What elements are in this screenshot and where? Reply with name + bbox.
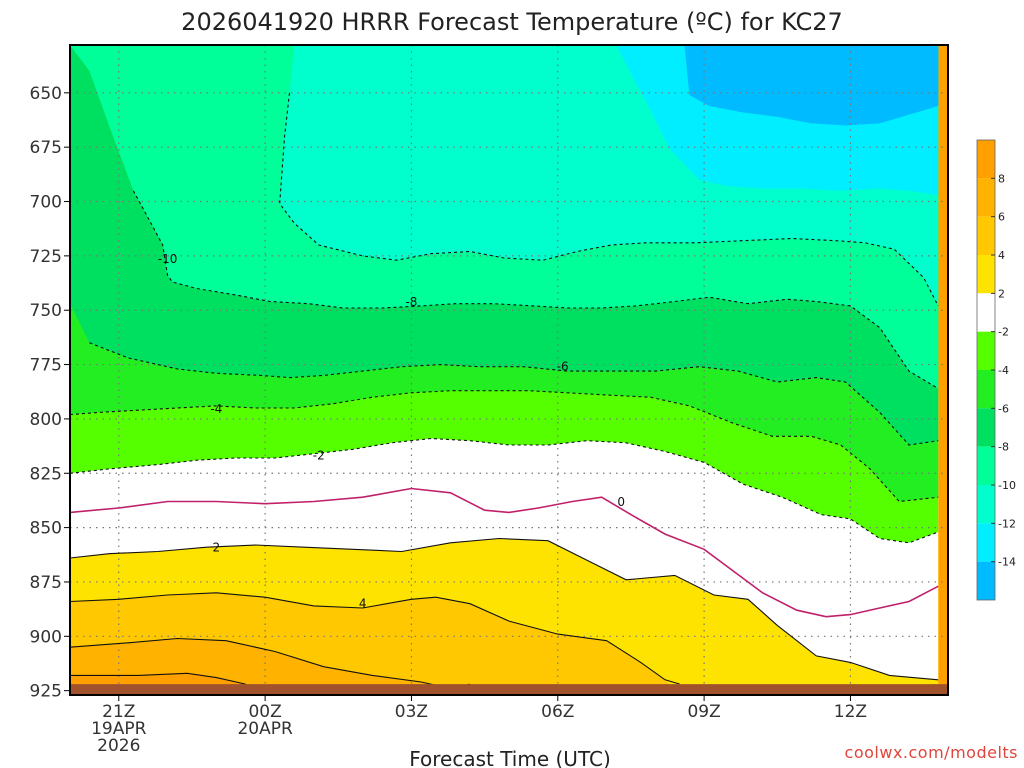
colorbar-band [977,331,995,370]
colorbar-band [977,408,995,447]
y-tick-label: 675 [30,138,62,158]
y-tick-label: 850 [30,519,62,539]
colorbar-band [977,446,995,485]
contour-label: -6 [557,360,569,374]
y-tick-label: 875 [30,573,62,593]
contour-label: -4 [210,402,222,416]
x-tick-label: 19APR [91,719,147,739]
y-tick-label: 725 [30,247,62,267]
colorbar: 8 6 4 2 -2 -4 -6 -8 -10 -12 -14 [976,139,1016,601]
colorbar-label: -8 [998,441,1009,454]
contour-label: -8 [405,295,417,309]
x-tick-label: 00Z [248,702,281,722]
contour-line-m6 [89,342,939,446]
colorbar-label: -6 [998,402,1009,415]
x-tick-label: 03Z [395,702,428,722]
temperature-fill-layers [70,45,948,695]
colorbar-label: 8 [998,172,1005,185]
colorbar-label: 2 [998,287,1005,300]
fill-region-m14 [684,45,939,126]
contour-line-m4 [70,390,939,503]
y-tick-label: 650 [30,84,62,104]
contour-label: 4 [359,596,367,610]
colorbar-band [977,370,995,409]
x-axis-label: Forecast Time (UTC) [409,747,611,768]
contour-line-m10 [279,92,939,307]
y-tick-label: 700 [30,193,62,213]
contour-line-8 [70,672,246,685]
colorbar-band [977,523,995,562]
colorbar-band [977,293,995,332]
colorbar-band [977,561,995,600]
contour-line-m8 [132,190,939,389]
plot-grid [70,45,948,695]
x-tick-label: 06Z [541,702,574,722]
x-tick-label: 12Z [834,702,867,722]
x-tick-label: 2026 [97,736,140,756]
contour-line-2 [70,537,939,681]
colorbar-band [977,216,995,255]
y-axis-ticks: 650 675 700 725 750 775 800 825 850 875 900 925 [30,84,70,702]
contour-line-0 [70,487,939,618]
colorbar-label: -4 [998,364,1009,377]
contour-label: -2 [313,448,325,462]
x-tick-label: 21Z [102,702,135,722]
colorbar-label: 4 [998,249,1005,262]
colorbar-band [977,255,995,294]
contour-label: 0 [617,495,625,509]
colorbar-band [977,140,995,179]
y-tick-label: 900 [30,627,62,647]
credit-text: coolwx.com/modelts [845,743,1018,762]
colorbar-label: -2 [998,326,1009,339]
y-tick-label: 825 [30,464,62,484]
colorbar-band [977,485,995,524]
colorbar-label: -10 [998,479,1016,492]
contour-line-4 [70,592,680,685]
y-tick-label: 925 [30,682,62,702]
x-tick-label: 20APR [237,719,293,739]
ground-layer [70,684,948,695]
contour-label: 2 [213,541,221,555]
y-tick-label: 750 [30,301,62,321]
colorbar-label: 6 [998,211,1005,224]
contour-labels: -10 -8 -6 -4 -2 0 2 4 [158,252,625,610]
contour-label: -10 [158,252,178,266]
ground-band [70,684,948,695]
y-tick-label: 775 [30,356,62,376]
colorbar-label: -12 [998,517,1016,530]
chart-title: 2026041920 HRRR Forecast Temperature (ºC… [181,8,843,36]
colorbar-band [977,178,995,217]
colorbar-label: -14 [998,556,1016,569]
y-tick-label: 800 [30,410,62,430]
plot-frame [69,44,949,696]
x-tick-label: 09Z [687,702,720,722]
